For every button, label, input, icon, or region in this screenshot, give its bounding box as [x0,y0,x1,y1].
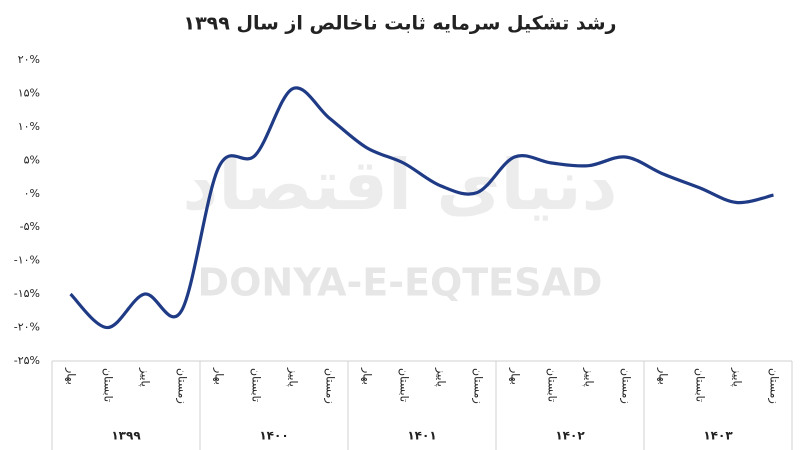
x-tick-label: تابستان [250,368,263,402]
x-tick-label: بهار [213,367,226,385]
x-tick-label: پاییز [731,367,744,387]
x-tick-label: زمستان [472,368,485,404]
y-tick-label: -۲۰% [14,321,40,334]
y-tick-label: -۲۵% [14,354,40,367]
y-tick-label: ۰% [24,187,40,200]
y-tick-label: -۵% [20,220,40,233]
x-tick-label: بهار [65,367,78,385]
y-tick-label: ۵% [24,153,40,166]
x-tick-label: بهار [509,367,522,385]
x-tick-label: زمستان [324,368,337,404]
chart-title: رشد تشکیل سرمایه ثابت ناخالص از سال ۱۳۹۹ [183,13,616,35]
y-tick-label: -۱۰% [14,254,40,267]
x-tick-label: زمستان [176,368,189,404]
x-tick-label: زمستان [768,368,781,404]
group-label: ۱۴۰۳ [703,429,733,443]
group-label: ۱۴۰۰ [259,429,288,443]
x-tick-label: بهار [657,367,670,385]
watermark: دنیای اقتصاد [182,144,617,226]
x-tick-label: تابستان [694,368,707,402]
x-tick-label: بهار [361,367,374,385]
x-tick-label: پاییز [435,367,448,387]
y-tick-label: -۱۵% [14,287,40,300]
x-tick-label: پاییز [287,367,300,387]
y-tick-label: ۲۰% [18,53,40,66]
group-label: ۱۴۰۱ [407,429,436,443]
x-tick-label: پاییز [139,367,152,387]
group-label: ۱۴۰۲ [555,429,585,443]
y-tick-label: ۱۵% [18,86,40,99]
x-tick-label: تابستان [546,368,559,402]
x-tick-label: تابستان [398,368,411,402]
group-label: ۱۳۹۹ [111,429,141,443]
x-tick-label: پاییز [583,367,596,387]
line-series [69,86,774,330]
x-tick-label: زمستان [620,368,633,404]
x-tick-label: تابستان [102,368,115,402]
watermark: DONYA-E-EQTESAD [198,261,603,305]
y-tick-label: ۱۰% [18,120,40,133]
